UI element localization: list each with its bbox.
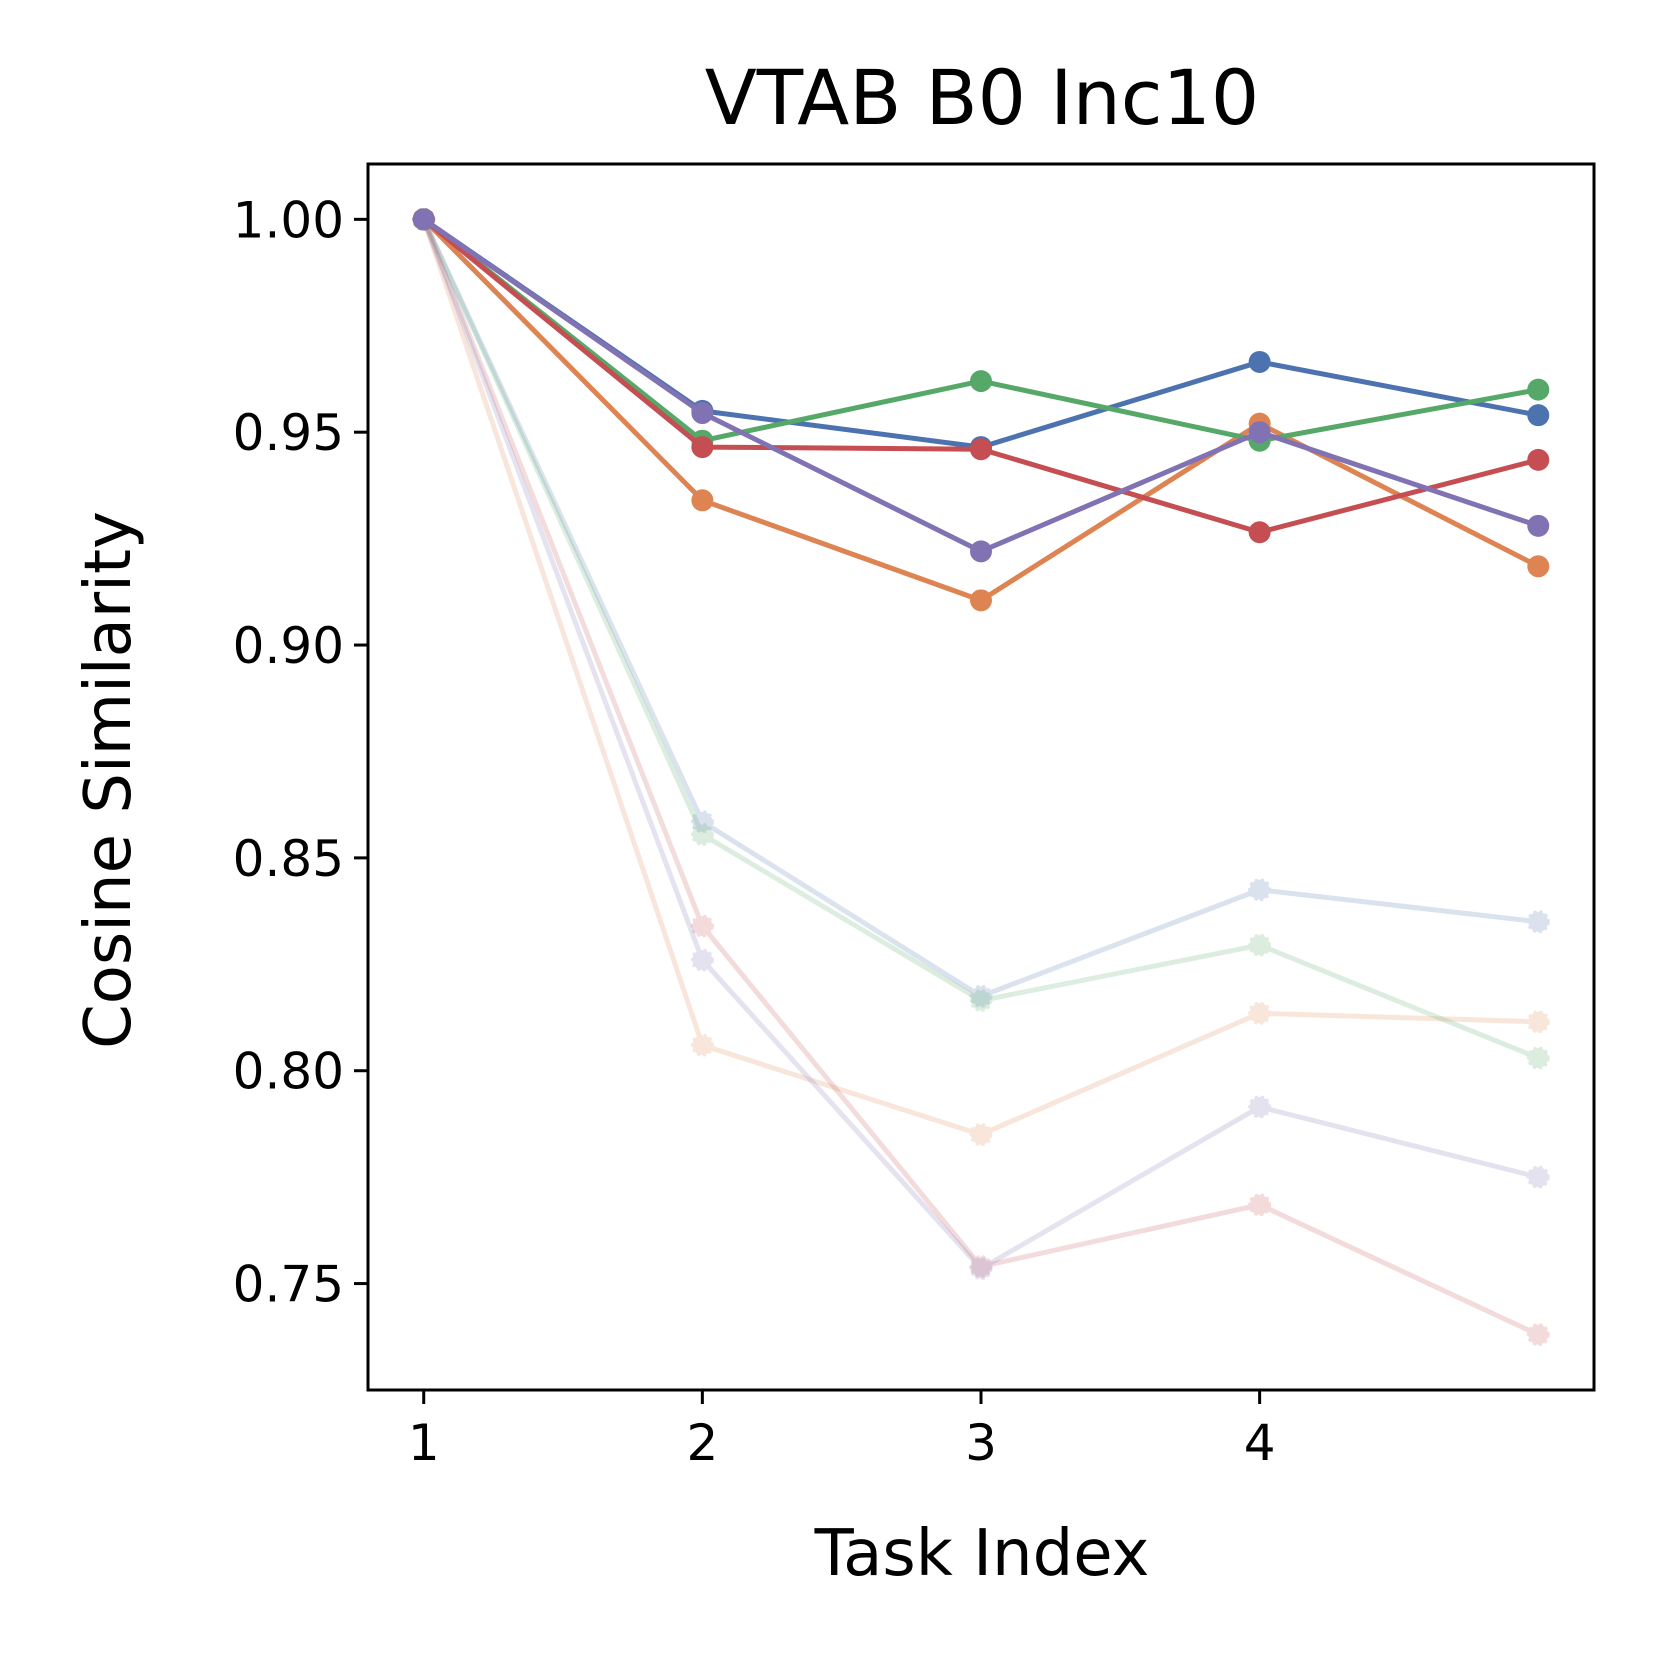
x-tick-label: 4 (1244, 1414, 1276, 1472)
y-tick-label: 0.95 (233, 404, 344, 462)
y-tick-label: 0.80 (233, 1043, 344, 1101)
y-tick-label: 0.90 (233, 617, 344, 675)
data-point (1526, 1046, 1550, 1070)
data-point (691, 489, 714, 512)
x-tick-label: 3 (965, 1414, 997, 1472)
data-point (690, 914, 714, 938)
series-line (421, 218, 1540, 1337)
data-point (969, 984, 993, 1008)
faded-series-4 (412, 207, 1550, 1281)
data-point (1527, 514, 1550, 537)
series-line (421, 218, 1540, 1061)
data-point (1526, 1165, 1550, 1189)
data-point (1248, 1193, 1272, 1217)
data-point (1526, 1323, 1550, 1347)
y-axis-label: Cosine Similarity (72, 511, 146, 1049)
data-point (690, 948, 714, 972)
data-point (969, 988, 993, 1012)
data-point (1248, 878, 1272, 902)
x-tick-label: 1 (408, 1414, 440, 1472)
data-point (970, 540, 992, 563)
data-point (970, 370, 992, 393)
data-point (969, 1123, 993, 1147)
plot-frame (366, 162, 1596, 1392)
data-point (690, 810, 714, 834)
data-point (970, 589, 992, 612)
data-point (690, 822, 714, 846)
faded-series-2 (412, 207, 1550, 1070)
data-point (412, 208, 435, 231)
series-4 (412, 208, 1550, 563)
data-point (1526, 1010, 1550, 1034)
faded-series-0 (412, 207, 1550, 1008)
axis-ticks: 1 2 3 4 0.75 0.80 0.85 0.90 0.95 1.00 (233, 191, 1276, 1472)
data-point (969, 1257, 993, 1281)
y-tick-label: 0.75 (233, 1256, 344, 1314)
data-point (1248, 933, 1272, 957)
data-point (1526, 910, 1550, 934)
data-point (691, 402, 714, 425)
series-line (421, 218, 1539, 1138)
faded-series-layer (412, 207, 1550, 1347)
data-point (969, 1255, 993, 1279)
data-point (970, 438, 992, 461)
series-line (422, 217, 1539, 444)
data-point (1527, 448, 1550, 471)
x-axis-label: Task Index (814, 1517, 1150, 1591)
data-point (1248, 421, 1271, 444)
data-point (1248, 521, 1271, 544)
data-point (1248, 1001, 1272, 1025)
data-point (1527, 555, 1550, 578)
series-line (421, 218, 1539, 999)
solid-series-layer (412, 208, 1550, 612)
chart-title: VTAB B0 Inc10 (705, 53, 1260, 142)
data-point (1527, 404, 1550, 427)
data-point (690, 1033, 714, 1057)
x-tick-label: 2 (686, 1414, 718, 1472)
data-point (1527, 378, 1550, 401)
y-tick-label: 1.00 (233, 191, 344, 249)
data-point (1248, 350, 1271, 373)
data-point (691, 436, 714, 459)
y-tick-label: 0.85 (233, 830, 344, 888)
series-line (421, 218, 1539, 1272)
data-point (1248, 1095, 1272, 1119)
